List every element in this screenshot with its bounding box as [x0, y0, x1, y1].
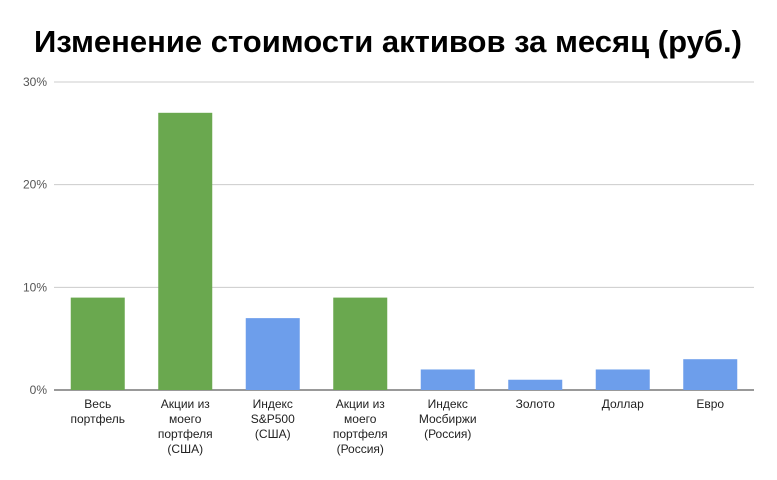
bar	[333, 297, 388, 390]
bar	[245, 318, 300, 390]
bar	[683, 359, 738, 390]
x-category-label: Весь портфель	[71, 397, 125, 426]
x-category-label: Индекс S&P500 (США)	[251, 397, 295, 441]
bar	[595, 369, 650, 390]
x-category-label: Акции из моего портфеля (Россия)	[333, 397, 388, 456]
x-category-label: Золото	[516, 397, 556, 411]
x-category-label: Евро	[696, 397, 724, 411]
bar	[420, 369, 475, 390]
y-tick-label: 10%	[23, 280, 47, 294]
x-axis-labels: Весь портфель Акции из моего портфеля (США) Ин…	[71, 397, 725, 456]
bar	[70, 297, 125, 390]
bar	[508, 379, 563, 390]
x-category-label: Акции из моего портфеля (США)	[158, 397, 213, 456]
y-axis-ticks: 0% 10% 20% 30%	[23, 75, 47, 397]
y-tick-label: 20%	[23, 178, 47, 192]
chart-title: Изменение стоимости активов за месяц (ру…	[34, 24, 742, 59]
x-category-label: Индекс Мосбиржи (Россия)	[419, 397, 477, 441]
y-tick-label: 30%	[23, 75, 47, 89]
bar	[158, 112, 213, 391]
x-category-label: Доллар	[602, 397, 644, 411]
bars	[70, 112, 738, 391]
y-tick-label: 0%	[30, 383, 48, 397]
